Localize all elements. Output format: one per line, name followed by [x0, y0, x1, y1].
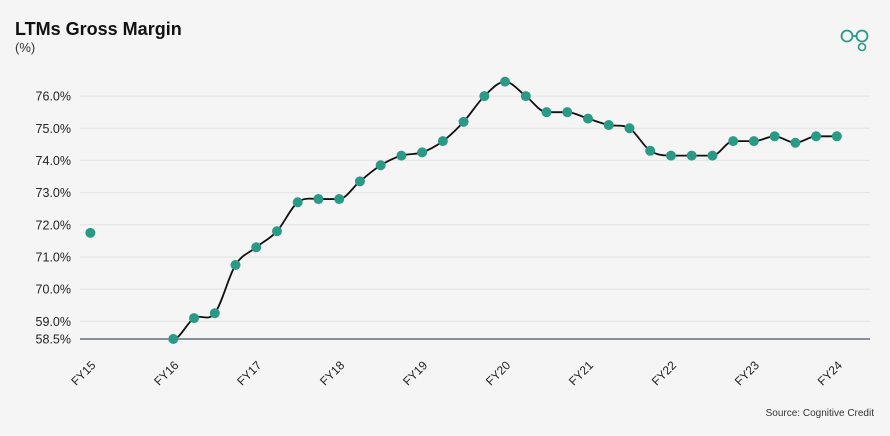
y-axis: 76.0% 75.0% 74.0% 73.0% 72.0% 71.0% 70.0% 59.0%…: [36, 90, 71, 347]
data-point: [417, 147, 428, 158]
data-point: [251, 242, 262, 253]
data-point: [790, 137, 801, 148]
x-tick-label: FY23: [732, 358, 762, 388]
data-point: [458, 116, 469, 127]
data-point: [271, 226, 282, 237]
data-point: [665, 150, 676, 161]
data-point: [189, 313, 200, 324]
y-tick-label: 75.0%: [36, 122, 71, 136]
data-point: [562, 107, 573, 118]
series-line: [173, 80, 837, 340]
data-point: [769, 131, 780, 142]
data-point: [686, 150, 697, 161]
data-point: [354, 176, 365, 187]
x-axis: FY15 FY16 FY17 FY18 FY19 FY20 FY21 FY22 FY23 FY24: [68, 358, 845, 388]
data-point: [334, 194, 345, 205]
data-point: [811, 131, 822, 142]
data-point: [437, 136, 448, 147]
y-tick-label: 74.0%: [36, 154, 71, 168]
data-point: [603, 120, 614, 131]
y-tick-label: 71.0%: [36, 250, 71, 264]
data-point: [479, 91, 490, 102]
data-points: [85, 76, 842, 344]
x-tick-label: FY19: [400, 358, 430, 388]
data-point: [624, 123, 635, 134]
data-point: [831, 131, 842, 142]
y-tick-label: 73.0%: [36, 186, 71, 200]
x-tick-label: FY15: [68, 358, 98, 388]
data-point: [728, 136, 739, 147]
data-point: [707, 150, 718, 161]
y-tick-label: 58.5%: [36, 333, 71, 347]
cognitive-credit-logo: [840, 29, 869, 52]
data-point: [645, 145, 656, 156]
x-tick-label: FY21: [566, 358, 596, 388]
x-tick-label: FY24: [815, 358, 845, 388]
chart-subtitle: (%): [15, 40, 36, 55]
chart-title: LTMs Gross Margin: [15, 19, 182, 39]
source-note: Source: Cognitive Credit: [765, 408, 874, 419]
x-tick-label: FY20: [483, 358, 513, 388]
data-point: [396, 150, 407, 161]
data-point: [230, 260, 241, 270]
data-point: [313, 194, 324, 205]
data-point: [168, 334, 179, 344]
data-point: [541, 107, 552, 118]
x-tick-label: FY16: [151, 358, 181, 388]
x-tick-label: FY18: [317, 358, 347, 388]
data-point: [520, 91, 531, 102]
data-point: [375, 160, 386, 171]
x-tick-label: FY22: [649, 358, 679, 388]
data-point: [583, 113, 594, 124]
x-tick-label: FY17: [234, 358, 264, 388]
y-tick-label: 59.0%: [36, 315, 71, 329]
y-tick-label: 76.0%: [36, 90, 71, 104]
data-point: [500, 76, 511, 87]
grid-lines: [80, 95, 870, 340]
data-point: [85, 227, 96, 238]
data-point: [209, 308, 220, 319]
data-point: [292, 197, 303, 208]
y-tick-label: 70.0%: [36, 283, 71, 297]
data-point: [748, 136, 759, 147]
y-tick-label: 72.0%: [36, 218, 71, 232]
